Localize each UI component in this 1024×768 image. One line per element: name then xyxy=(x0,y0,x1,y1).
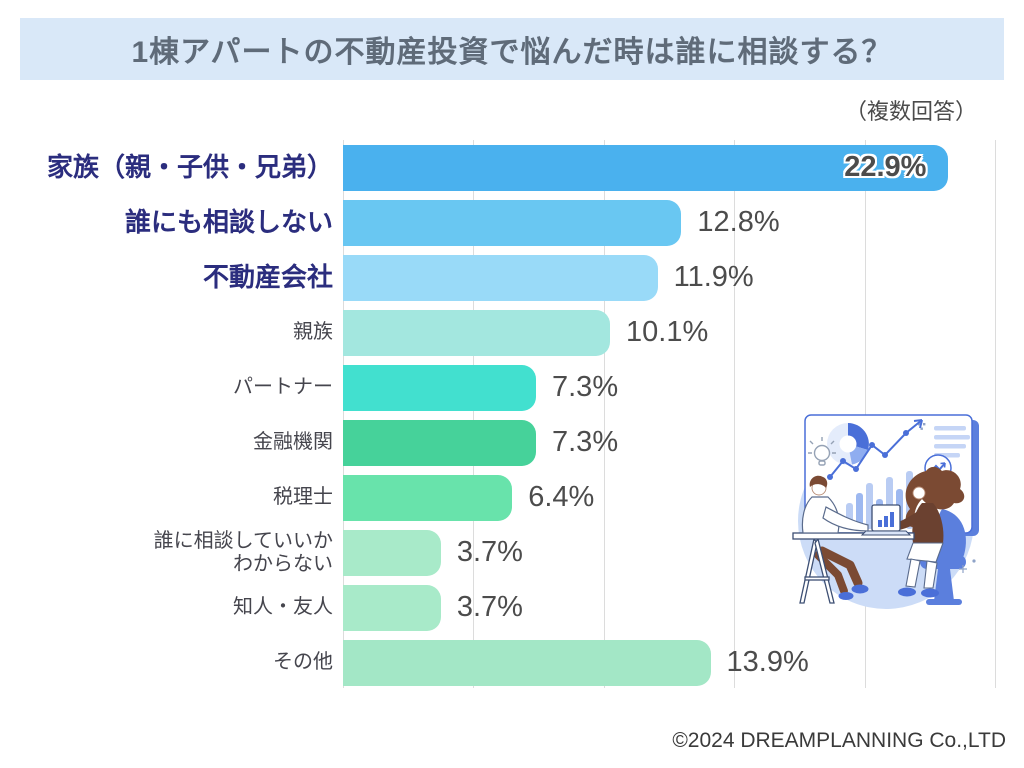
gridline xyxy=(864,140,866,688)
value-label: 12.8% xyxy=(697,206,780,238)
category-label-line: 誰にも相談しない xyxy=(124,206,333,237)
category-label: 不動産会社 xyxy=(20,261,343,293)
bar-track: 12.8% xyxy=(343,195,1004,250)
bar-track: 7.3% xyxy=(343,415,1004,470)
man-legs xyxy=(814,546,869,600)
bar xyxy=(343,529,441,576)
category-label-line: 誰に相談していいか xyxy=(153,529,333,552)
value-label: 10.1% xyxy=(626,316,709,348)
category-label: パートナー xyxy=(20,376,343,399)
bar-track: 10.1% xyxy=(343,305,1004,360)
bar-track: 3.7% xyxy=(343,525,1004,580)
bar xyxy=(343,639,711,686)
bar xyxy=(343,254,658,301)
category-label-line: その他 xyxy=(273,651,333,673)
gridline xyxy=(995,140,996,688)
bar-row: 家族（親・子供・兄弟） 22.9% xyxy=(20,140,1004,195)
man-figure xyxy=(801,475,869,534)
category-label: 誰に相談していいか わからない xyxy=(20,530,343,576)
sparkle-decoration xyxy=(959,559,976,573)
gridline xyxy=(473,140,475,688)
bar: 22.9% xyxy=(343,144,949,191)
value-label: 11.9% xyxy=(673,261,754,293)
footer-copyright: ©2024 DREAMPLANNING Co.,LTD xyxy=(672,729,1006,752)
lightbulb-icon xyxy=(808,437,836,466)
bar-row: その他 13.9% xyxy=(20,635,1004,690)
woman-figure xyxy=(883,466,965,598)
line-chart-points xyxy=(827,430,909,480)
category-label: その他 xyxy=(20,651,343,674)
bar xyxy=(343,199,682,246)
bar-row: 誰にも相談しない 12.8% xyxy=(20,195,1004,250)
bar-row: 金融機関 7.3% xyxy=(20,415,1004,470)
consultation-illustration-icon xyxy=(792,414,979,609)
desk-legs xyxy=(799,537,835,604)
bar-row: 親族 10.1% xyxy=(20,305,1004,360)
category-label-line: 不動産会社 xyxy=(202,261,333,292)
category-label: 税理士 xyxy=(20,486,343,509)
category-label: 親族 xyxy=(20,321,343,344)
page-title: 1棟アパートの不動産投資で悩んだ時は誰に相談する？ xyxy=(131,36,893,69)
bar-row: 不動産会社 11.9% xyxy=(20,250,1004,305)
bar-track: 7.3% xyxy=(343,360,1004,415)
value-label: 7.3% xyxy=(552,426,619,458)
category-label: 誰にも相談しない xyxy=(20,206,343,238)
title-band: 1棟アパートの不動産投資で悩んだ時は誰に相談する？ xyxy=(20,18,1004,80)
bar-row: 税理士 6.4% xyxy=(20,470,1004,525)
bar-chart: 家族（親・子供・兄弟） 22.9% 誰にも相談しない 12.8% 不動産会社 11.9% 親… xyxy=(20,140,1004,692)
value-label: 3.7% xyxy=(456,536,523,568)
text-lines-icon xyxy=(934,426,970,458)
gridline xyxy=(603,140,605,688)
category-label-line: 知人・友人 xyxy=(233,596,333,618)
survey-note: （複数回答） xyxy=(844,99,977,124)
value-label: 7.3% xyxy=(552,371,619,403)
value-label: 6.4% xyxy=(528,481,595,513)
category-label-line: 金融機関 xyxy=(253,431,333,453)
pie-chart-icon xyxy=(827,423,869,465)
value-label: 3.7% xyxy=(456,591,523,623)
category-label: 金融機関 xyxy=(20,431,343,454)
grid-layer xyxy=(343,140,996,688)
laptop-icon xyxy=(860,504,912,536)
category-label-line: 税理士 xyxy=(273,486,333,508)
bar-rows: 家族（親・子供・兄弟） 22.9% 誰にも相談しない 12.8% 不動産会社 11.9% 親… xyxy=(20,140,1004,692)
dots-decoration xyxy=(918,423,926,430)
bar xyxy=(343,584,441,631)
bar xyxy=(343,364,536,411)
bar xyxy=(343,309,611,356)
category-label-line: わからない xyxy=(233,552,333,575)
bar-track: 11.9% xyxy=(343,250,1004,305)
bar xyxy=(343,474,513,521)
bar-track: 13.9% xyxy=(343,635,1004,690)
value-label: 22.9% xyxy=(844,151,927,183)
category-label: 家族（親・子供・兄弟） xyxy=(20,151,343,183)
category-label-line: 親族 xyxy=(293,321,333,343)
category-label-line: パートナー xyxy=(233,376,333,398)
bar-row: パートナー 7.3% xyxy=(20,360,1004,415)
category-label: 知人・友人 xyxy=(20,596,343,619)
bar-track: 22.9% xyxy=(343,140,1004,195)
bar xyxy=(343,419,536,466)
category-label-line: 家族（親・子供・兄弟） xyxy=(46,151,333,182)
gridline xyxy=(343,140,344,688)
bar-row: 誰に相談していいか わからない 3.7% xyxy=(20,525,1004,580)
bar-track: 3.7% xyxy=(343,580,1004,635)
gridline xyxy=(734,140,736,688)
value-label: 13.9% xyxy=(726,646,809,678)
bar-track: 6.4% xyxy=(343,470,1004,525)
desk-top xyxy=(792,532,915,540)
bar-row: 知人・友人 3.7% xyxy=(20,580,1004,635)
